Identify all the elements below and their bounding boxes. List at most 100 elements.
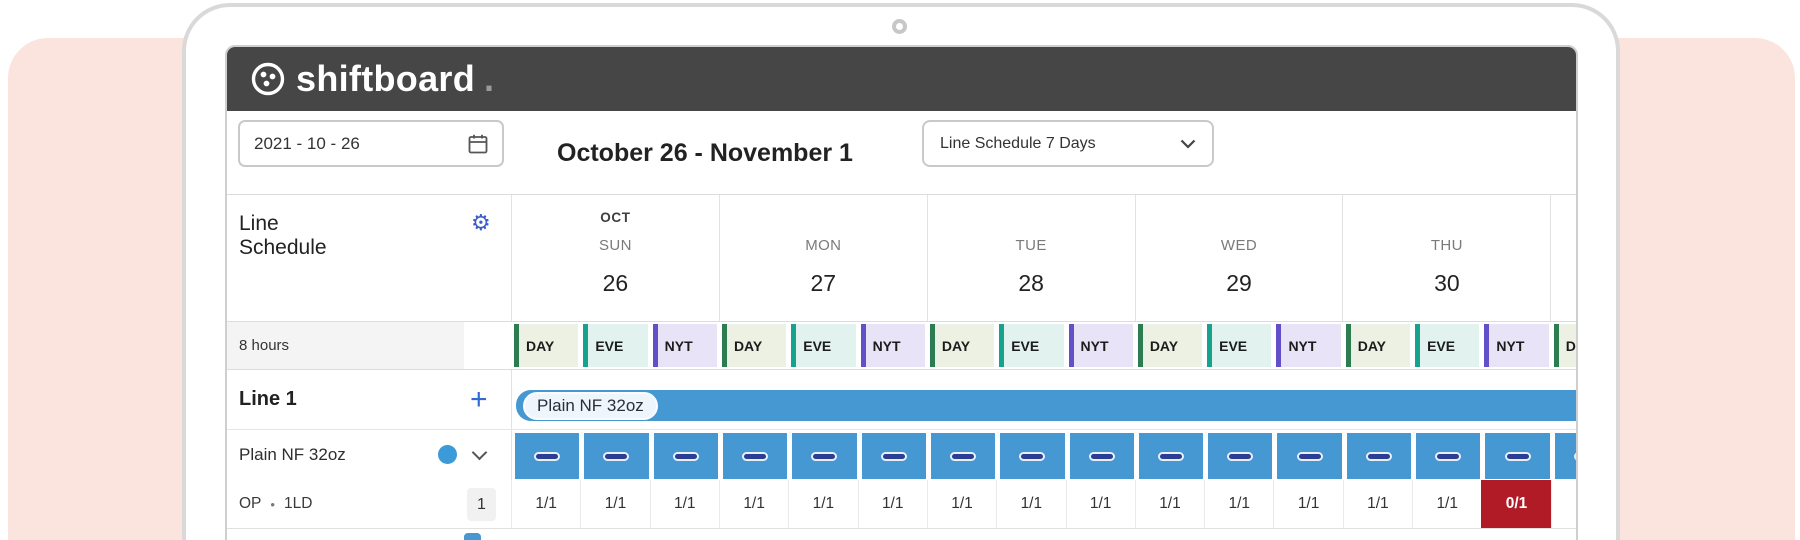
- shift-slot: EVE: [1204, 322, 1273, 369]
- crew-cell-filled[interactable]: 1/1: [1134, 480, 1204, 528]
- plus-icon[interactable]: +: [470, 382, 488, 416]
- product-shift-cell[interactable]: [789, 430, 858, 480]
- line-name: Line 1: [239, 388, 297, 410]
- crew-cell-filled[interactable]: 1/1: [649, 480, 719, 528]
- crew-cell-filled[interactable]: 1/1: [1065, 480, 1135, 528]
- crew-cell-unfilled[interactable]: 0/1: [1481, 480, 1551, 528]
- shift-chip-nyt: NYT: [1068, 324, 1133, 367]
- day-month-label: [720, 210, 927, 237]
- view-selector[interactable]: Line Schedule 7 Days: [922, 120, 1214, 167]
- product-shift-block[interactable]: [515, 433, 580, 479]
- crew-cell-filled[interactable]: 1/1: [996, 480, 1065, 528]
- product-shift-cell[interactable]: [1274, 430, 1343, 480]
- product-shift-block[interactable]: [722, 433, 788, 479]
- crew-count-badge: 1: [467, 488, 496, 521]
- product-shift-cell[interactable]: [512, 430, 581, 480]
- product-shift-block[interactable]: [584, 433, 649, 479]
- day-date-label: 26: [602, 270, 629, 296]
- day-date-label: 28: [1018, 270, 1044, 296]
- shift-chip-day: DAY: [514, 324, 579, 367]
- dash-icon: [742, 451, 769, 461]
- shift-slot: NYT: [1481, 322, 1550, 369]
- product-shift-cell[interactable]: [1413, 430, 1482, 480]
- shift-chip-nyt: NYT: [1276, 324, 1341, 367]
- next-row-partial: [227, 529, 1576, 540]
- product-shift-block[interactable]: [1277, 433, 1342, 479]
- shift-slot: EVE: [788, 322, 857, 369]
- product-shift-cell[interactable]: [1344, 430, 1413, 480]
- crew-role: OP: [239, 495, 262, 512]
- logo-wordmark: shiftboard: [296, 58, 475, 99]
- shift-chip-eve: EVE: [583, 324, 648, 367]
- shift-chip-day: DAY: [929, 324, 995, 367]
- product-shift-block[interactable]: [1485, 433, 1550, 479]
- dash-icon: [811, 451, 838, 461]
- date-input[interactable]: 2021 - 10 - 26: [238, 120, 504, 167]
- product-shift-cell[interactable]: [1136, 430, 1205, 480]
- crew-cell-filled[interactable]: 1/1: [857, 480, 927, 528]
- shift-chip-eve: EVE: [791, 324, 856, 367]
- chevron-down-icon[interactable]: [471, 444, 488, 461]
- crew-cell-filled[interactable]: 1/1: [580, 480, 649, 528]
- day-weekday-label: TUE: [1015, 237, 1047, 254]
- shift-slot: EVE: [580, 322, 649, 369]
- shift-chip-nyt: NYT: [1484, 324, 1549, 367]
- shiftboard-logo-icon: [249, 60, 287, 98]
- crew-cell-filled[interactable]: 1/1: [1342, 480, 1412, 528]
- product-shift-block[interactable]: [1416, 433, 1481, 479]
- product-shift-cell[interactable]: [928, 430, 997, 480]
- product-shift-block[interactable]: [653, 433, 718, 479]
- crew-cell-filled[interactable]: 1/1: [1204, 480, 1273, 528]
- status-circle-icon: [438, 445, 457, 464]
- product-shift-cell[interactable]: [1482, 430, 1551, 480]
- product-shift-block[interactable]: [861, 433, 926, 479]
- dash-icon: [880, 451, 907, 461]
- product-shift-cell[interactable]: [1205, 430, 1274, 480]
- product-shift-block[interactable]: [930, 433, 996, 479]
- product-shift-block[interactable]: [792, 433, 857, 479]
- day-weekday-label: [1551, 237, 1576, 270]
- product-shift-block[interactable]: [1554, 433, 1576, 479]
- dash-icon: [1573, 451, 1576, 461]
- product-shift-cell[interactable]: [720, 430, 789, 480]
- shift-header-row: 8 hours DAY EVE NYT DAY EVE NYT DAY EVE NYT DAY EV…: [227, 322, 1576, 370]
- crew-cell-filled[interactable]: 1/1: [718, 480, 788, 528]
- product-shift-cell[interactable]: [1067, 430, 1136, 480]
- browser-window: shiftboard. 2021 - 10 - 26 Octob: [182, 3, 1620, 540]
- crew-cell-filled[interactable]: 1/1: [511, 480, 580, 528]
- day-date-label: 27: [810, 270, 837, 296]
- shift-duration-label: 8 hours: [227, 322, 464, 369]
- gear-icon[interactable]: ⚙: [471, 210, 491, 235]
- crew-cell-filled[interactable]: 1/1: [926, 480, 996, 528]
- day-weekday-label: WED: [1220, 237, 1258, 254]
- toolbar: 2021 - 10 - 26 October 26 - November 1 L…: [227, 111, 1576, 195]
- shift-chip-eve: EVE: [999, 324, 1064, 367]
- window-dot-icon: [892, 19, 907, 34]
- crew-code: 1LD: [283, 495, 313, 512]
- shift-slot: NYT: [650, 322, 719, 369]
- product-shift-block[interactable]: [1346, 433, 1412, 479]
- calendar-icon[interactable]: [466, 132, 490, 156]
- product-shift-block[interactable]: [1208, 433, 1273, 479]
- day-headers: OCT SUN 26 MON 27 TUE 28 WED 29 THU 30: [511, 195, 1576, 321]
- dash-icon: [1157, 451, 1184, 461]
- day-month-label: [928, 210, 1135, 237]
- crew-cell-filled[interactable]: 1/1: [788, 480, 857, 528]
- crew-cell-filled[interactable]: 1/1: [1550, 480, 1576, 528]
- product-shift-cell[interactable]: [581, 430, 650, 480]
- product-shift-block[interactable]: [1069, 433, 1134, 479]
- product-schedule-bar[interactable]: Plain NF 32oz: [516, 390, 1576, 421]
- product-bar-label: Plain NF 32oz: [523, 391, 658, 420]
- product-shift-block[interactable]: [1000, 433, 1065, 479]
- product-shift-cell[interactable]: [651, 430, 720, 480]
- crew-cell-filled[interactable]: 1/1: [1273, 480, 1342, 528]
- crew-cell-filled[interactable]: 1/1: [1412, 480, 1481, 528]
- day-date-label: 30: [1434, 270, 1460, 296]
- shift-chip-eve: EVE: [1207, 324, 1272, 367]
- product-shift-block[interactable]: [1138, 433, 1204, 479]
- product-shift-cell[interactable]: [859, 430, 928, 480]
- product-shift-cell[interactable]: [997, 430, 1066, 480]
- dash-icon: [1227, 451, 1254, 461]
- product-shift-cell[interactable]: [1552, 430, 1576, 480]
- shift-slot: EVE: [996, 322, 1065, 369]
